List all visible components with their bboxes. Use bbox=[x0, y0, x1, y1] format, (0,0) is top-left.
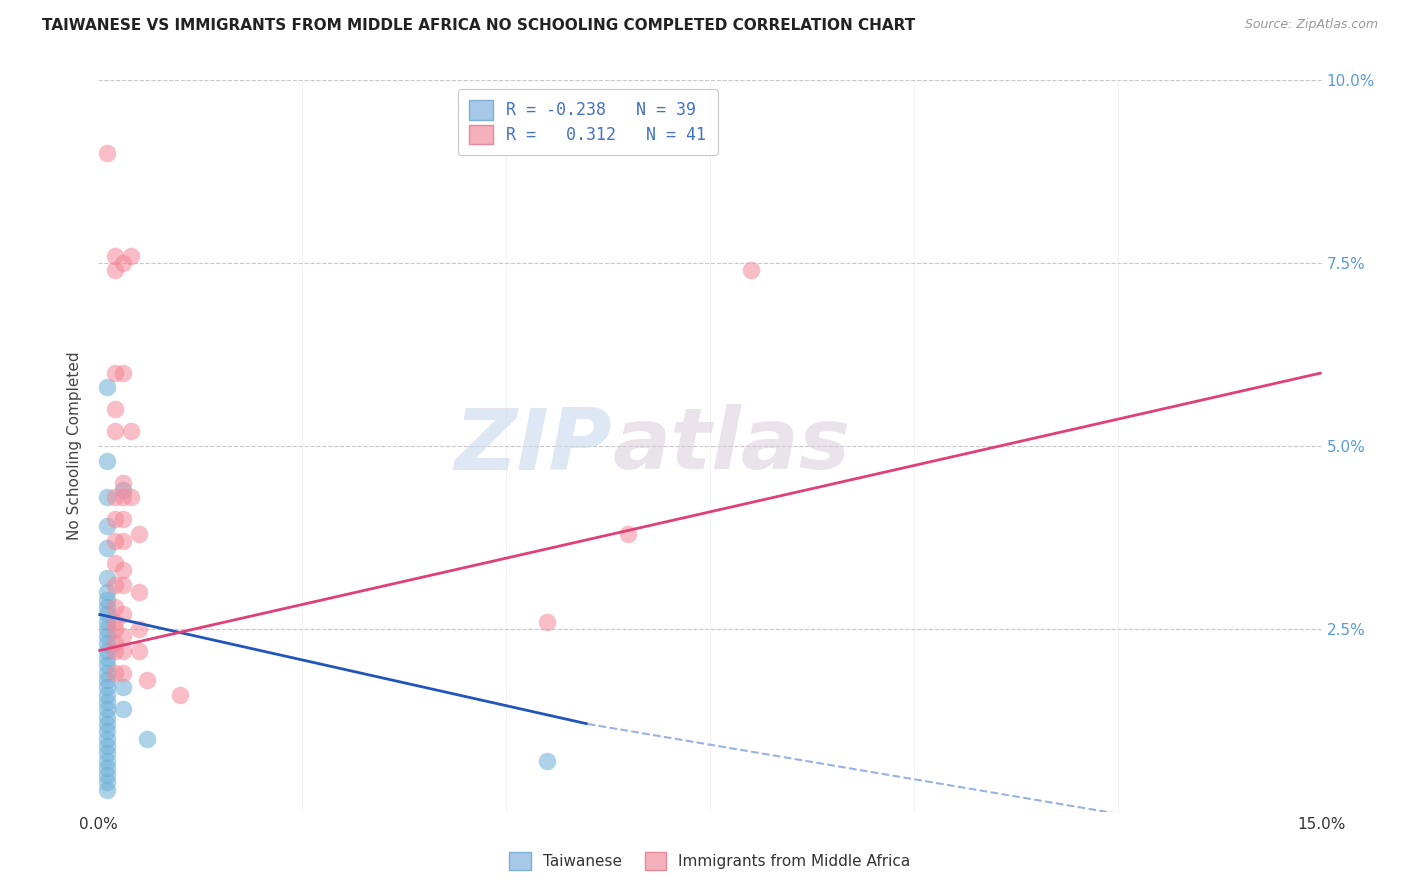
Point bbox=[128, 622, 150, 636]
Point bbox=[617, 526, 640, 541]
Point bbox=[111, 702, 134, 716]
Point bbox=[96, 490, 118, 504]
Point bbox=[96, 673, 118, 687]
Point bbox=[96, 681, 118, 695]
Point bbox=[536, 615, 558, 629]
Point bbox=[96, 636, 118, 650]
Point bbox=[96, 592, 118, 607]
Point bbox=[128, 526, 150, 541]
Point bbox=[104, 599, 127, 614]
Text: Source: ZipAtlas.com: Source: ZipAtlas.com bbox=[1244, 18, 1378, 31]
Point bbox=[111, 490, 134, 504]
Point bbox=[111, 578, 134, 592]
Point bbox=[96, 615, 118, 629]
Point bbox=[104, 636, 127, 650]
Point bbox=[111, 563, 134, 577]
Point bbox=[136, 731, 159, 746]
Point bbox=[111, 607, 134, 622]
Y-axis label: No Schooling Completed: No Schooling Completed bbox=[67, 351, 83, 541]
Point bbox=[96, 629, 118, 643]
Point bbox=[96, 709, 118, 723]
Legend: Taiwanese, Immigrants from Middle Africa: Taiwanese, Immigrants from Middle Africa bbox=[502, 845, 918, 877]
Point bbox=[111, 512, 134, 526]
Point bbox=[104, 578, 127, 592]
Point bbox=[96, 571, 118, 585]
Point bbox=[96, 651, 118, 665]
Text: TAIWANESE VS IMMIGRANTS FROM MIDDLE AFRICA NO SCHOOLING COMPLETED CORRELATION CH: TAIWANESE VS IMMIGRANTS FROM MIDDLE AFRI… bbox=[42, 18, 915, 33]
Point bbox=[96, 519, 118, 533]
Point bbox=[104, 644, 127, 658]
Point bbox=[96, 607, 118, 622]
Point bbox=[96, 658, 118, 673]
Point bbox=[96, 644, 118, 658]
Point bbox=[104, 490, 127, 504]
Point bbox=[104, 622, 127, 636]
Point bbox=[104, 366, 127, 380]
Point bbox=[96, 380, 118, 394]
Point bbox=[96, 775, 118, 789]
Point bbox=[96, 695, 118, 709]
Point bbox=[96, 724, 118, 739]
Point bbox=[111, 534, 134, 549]
Point bbox=[104, 534, 127, 549]
Point bbox=[96, 702, 118, 716]
Point bbox=[111, 256, 134, 270]
Point bbox=[104, 249, 127, 263]
Point bbox=[96, 717, 118, 731]
Point bbox=[104, 512, 127, 526]
Point bbox=[740, 263, 762, 277]
Point bbox=[96, 746, 118, 760]
Point bbox=[111, 475, 134, 490]
Point bbox=[111, 483, 134, 497]
Point bbox=[136, 673, 159, 687]
Point bbox=[120, 490, 142, 504]
Point bbox=[104, 402, 127, 417]
Point bbox=[96, 754, 118, 768]
Point bbox=[104, 425, 127, 439]
Point bbox=[96, 768, 118, 782]
Point bbox=[96, 541, 118, 556]
Point bbox=[104, 615, 127, 629]
Point bbox=[120, 425, 142, 439]
Point bbox=[111, 644, 134, 658]
Point bbox=[96, 731, 118, 746]
Point bbox=[96, 782, 118, 797]
Point bbox=[111, 629, 134, 643]
Point bbox=[120, 249, 142, 263]
Point bbox=[96, 739, 118, 753]
Text: atlas: atlas bbox=[612, 404, 851, 488]
Point bbox=[96, 665, 118, 680]
Point bbox=[104, 556, 127, 570]
Point bbox=[104, 263, 127, 277]
Point bbox=[96, 599, 118, 614]
Point bbox=[169, 688, 191, 702]
Point bbox=[104, 665, 127, 680]
Text: ZIP: ZIP bbox=[454, 404, 612, 488]
Point bbox=[96, 688, 118, 702]
Point bbox=[96, 761, 118, 775]
Point bbox=[536, 754, 558, 768]
Point bbox=[111, 681, 134, 695]
Point bbox=[96, 585, 118, 599]
Point bbox=[111, 665, 134, 680]
Point bbox=[96, 146, 118, 161]
Point bbox=[96, 453, 118, 467]
Point bbox=[128, 585, 150, 599]
Point bbox=[96, 622, 118, 636]
Point bbox=[128, 644, 150, 658]
Point bbox=[111, 366, 134, 380]
